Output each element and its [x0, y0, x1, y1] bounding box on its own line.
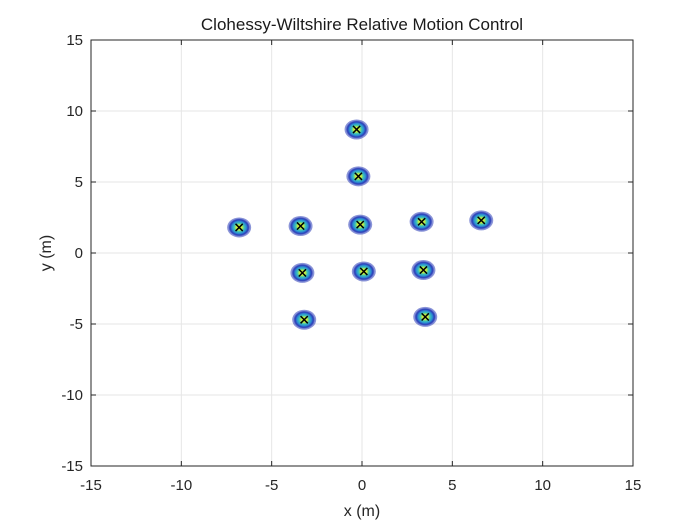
data-point	[227, 217, 252, 238]
x-tick-label: 10	[534, 477, 551, 494]
x-tick-label: -5	[265, 477, 278, 494]
y-tick-label: -15	[61, 458, 83, 475]
point-marker	[235, 223, 244, 232]
chart-title: Clohessy-Wiltshire Relative Motion Contr…	[201, 15, 523, 34]
point-marker	[298, 268, 307, 278]
point-marker	[417, 217, 426, 226]
data-point	[348, 214, 373, 235]
x-axis-label: x (m)	[344, 503, 380, 520]
x-tick-label: 0	[358, 477, 366, 494]
x-tick-label: 15	[625, 477, 642, 494]
data-point	[292, 309, 317, 330]
data-point	[351, 261, 376, 282]
data-point	[411, 260, 436, 281]
y-tick-label: -10	[61, 387, 83, 404]
point-marker	[352, 125, 361, 134]
point-marker	[300, 315, 309, 324]
y-tick-label: 15	[66, 32, 83, 49]
point-marker	[477, 216, 486, 225]
axis-ticks: -15 -10 -5 0 5 10 15 -15 -10 -5 0 5 10 15	[61, 32, 641, 494]
data-points	[227, 119, 494, 330]
data-point	[413, 306, 438, 327]
point-marker	[421, 312, 430, 322]
y-tick-label: 5	[75, 174, 83, 191]
x-tick-label: -15	[80, 477, 102, 494]
data-point	[290, 262, 315, 283]
y-axis-label: y (m)	[38, 235, 55, 271]
y-tick-label: 10	[66, 103, 83, 120]
data-point	[409, 211, 434, 232]
data-point	[288, 216, 313, 237]
data-point	[344, 119, 369, 140]
x-tick-label: -10	[170, 477, 192, 494]
data-point	[346, 166, 371, 187]
data-point	[469, 210, 494, 231]
point-marker	[359, 267, 368, 276]
point-marker	[419, 265, 428, 275]
point-marker	[356, 220, 365, 229]
x-tick-label: 5	[448, 477, 456, 494]
y-tick-label: 0	[75, 245, 83, 262]
point-marker	[354, 172, 363, 181]
y-tick-label: -5	[70, 316, 83, 333]
point-marker	[296, 221, 305, 231]
